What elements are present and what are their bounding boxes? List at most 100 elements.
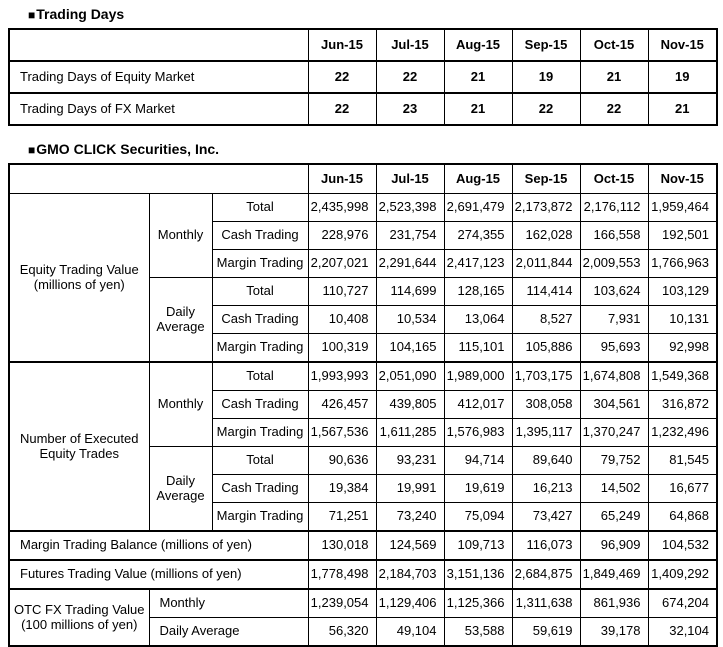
table-row: Margin Trading Balance (millions of yen)…: [8, 530, 718, 561]
value-cell: 115,101: [443, 333, 513, 363]
value-cell: 2,011,844: [511, 249, 581, 278]
trading-days-table: Jun-15 Jul-15 Aug-15 Sep-15 Oct-15 Nov-1…: [8, 28, 718, 126]
metric-label-margin-trading: Margin Trading: [211, 333, 309, 363]
month-header: Aug-15: [443, 163, 513, 194]
value-cell: 1,703,175: [511, 361, 581, 391]
value-cell: 8,527: [511, 305, 581, 334]
month-header: Jun-15: [307, 163, 377, 194]
row-label: Trading Days of FX Market: [8, 92, 309, 126]
period-label-monthly: Monthly: [148, 193, 213, 278]
metric-label-margin-trading: Margin Trading: [211, 249, 309, 278]
metric-label-total: Total: [211, 277, 309, 306]
metric-label-margin-trading: Margin Trading: [211, 502, 309, 532]
month-header: Sep-15: [511, 28, 581, 62]
value-cell: 79,752: [579, 446, 649, 475]
value-cell: 19,991: [375, 474, 445, 503]
value-cell: 3,151,136: [443, 559, 513, 590]
value-cell: 2,435,998: [307, 193, 377, 222]
value-cell: 110,727: [307, 277, 377, 306]
period-label-daily-average: Daily Average: [148, 277, 213, 363]
trading-days-title-text: Trading Days: [36, 6, 125, 22]
gmo-click-title-text: GMO CLICK Securities, Inc.: [36, 141, 220, 157]
month-header: Sep-15: [511, 163, 581, 194]
value-cell: 96,909: [579, 530, 649, 561]
table-row: Trading Days of FX Market 22 23 21 22 22…: [8, 92, 718, 126]
metric-label-cash-trading: Cash Trading: [211, 305, 309, 334]
metric-label-margin-trading: Margin Trading: [211, 418, 309, 447]
period-label-monthly: Monthly: [148, 361, 213, 447]
value-cell: 1,370,247: [579, 418, 649, 447]
value-cell: 1,778,498: [307, 559, 377, 590]
value-cell: 94,714: [443, 446, 513, 475]
group-label-equity-trading-value: Equity Trading Value (millions of yen): [8, 193, 150, 363]
value-cell: 92,998: [647, 333, 718, 363]
value-cell: 22: [307, 60, 377, 94]
table-row: Number of Executed Equity Trades Monthly…: [8, 361, 718, 532]
value-cell: 1,232,496: [647, 418, 718, 447]
value-cell: 21: [579, 60, 649, 94]
row-label-margin-balance: Margin Trading Balance (millions of yen): [8, 530, 309, 561]
value-cell: 2,009,553: [579, 249, 649, 278]
table-row: Margin Trading 71,251 73,240 75,094 73,4…: [9, 502, 718, 532]
month-header: Oct-15: [579, 163, 649, 194]
value-cell: 109,713: [443, 530, 513, 561]
value-cell: 674,204: [647, 588, 718, 618]
value-cell: 65,249: [579, 502, 649, 532]
metric-label-total: Total: [211, 446, 309, 475]
month-header: Jul-15: [375, 163, 445, 194]
value-cell: 95,693: [579, 333, 649, 363]
value-cell: 14,502: [579, 474, 649, 503]
value-cell: 2,207,021: [307, 249, 377, 278]
value-cell: 23: [375, 92, 445, 126]
value-cell: 73,240: [375, 502, 445, 532]
value-cell: 1,311,638: [511, 588, 581, 618]
value-cell: 228,976: [307, 221, 377, 250]
month-header: Nov-15: [647, 28, 718, 62]
value-cell: 114,414: [511, 277, 581, 306]
value-cell: 162,028: [511, 221, 581, 250]
gmo-click-table: Jun-15 Jul-15 Aug-15 Sep-15 Oct-15 Nov-1…: [8, 163, 718, 647]
report-page: ■ Trading Days Jun-15 Jul-15 Aug-15 Sep-1…: [0, 6, 723, 647]
value-cell: 13,064: [443, 305, 513, 334]
value-cell: 130,018: [307, 530, 377, 561]
value-cell: 1,409,292: [647, 559, 718, 590]
value-cell: 16,213: [511, 474, 581, 503]
value-cell: 59,619: [511, 617, 581, 647]
value-cell: 1,766,963: [647, 249, 718, 278]
metric-label-cash-trading: Cash Trading: [211, 390, 309, 419]
value-cell: 2,051,090: [375, 361, 445, 391]
month-header: Jul-15: [375, 28, 445, 62]
month-header: Oct-15: [579, 28, 649, 62]
table-row: Cash Trading 10,408 10,534 13,064 8,527 …: [9, 305, 718, 334]
value-cell: 10,534: [375, 305, 445, 334]
value-cell: 10,408: [307, 305, 377, 334]
value-cell: 2,176,112: [579, 193, 649, 222]
value-cell: 2,184,703: [375, 559, 445, 590]
value-cell: 2,523,398: [375, 193, 445, 222]
month-header-row: Jun-15 Jul-15 Aug-15 Sep-15 Oct-15 Nov-1…: [8, 28, 718, 62]
value-cell: 308,058: [511, 390, 581, 419]
period-label-monthly: Monthly: [148, 588, 309, 618]
table-row: Daily Average Total 110,727 114,699 128,…: [9, 277, 718, 363]
value-cell: 22: [579, 92, 649, 126]
table-row: Daily Average Total 90,636 93,231 94,714…: [9, 446, 718, 532]
table-row: Cash Trading 19,384 19,991 19,619 16,213…: [9, 474, 718, 503]
value-cell: 114,699: [375, 277, 445, 306]
square-bullet-icon: ■: [28, 143, 36, 157]
table-row: OTC FX Trading Value (100 millions of ye…: [8, 588, 718, 647]
metric-label-total: Total: [211, 361, 309, 391]
value-cell: 104,532: [647, 530, 718, 561]
value-cell: 2,684,875: [511, 559, 581, 590]
value-cell: 19,619: [443, 474, 513, 503]
table-row: Margin Trading 2,207,021 2,291,644 2,417…: [9, 249, 718, 278]
value-cell: 10,131: [647, 305, 718, 334]
empty-corner-cell: [8, 163, 309, 194]
gmo-click-title: ■GMO CLICK Securities, Inc.: [28, 141, 723, 159]
value-cell: 1,674,808: [579, 361, 649, 391]
value-cell: 1,576,983: [443, 418, 513, 447]
value-cell: 166,558: [579, 221, 649, 250]
value-cell: 19: [511, 60, 581, 94]
value-cell: 1,959,464: [647, 193, 718, 222]
value-cell: 21: [443, 92, 513, 126]
metric-label-total: Total: [211, 193, 309, 222]
